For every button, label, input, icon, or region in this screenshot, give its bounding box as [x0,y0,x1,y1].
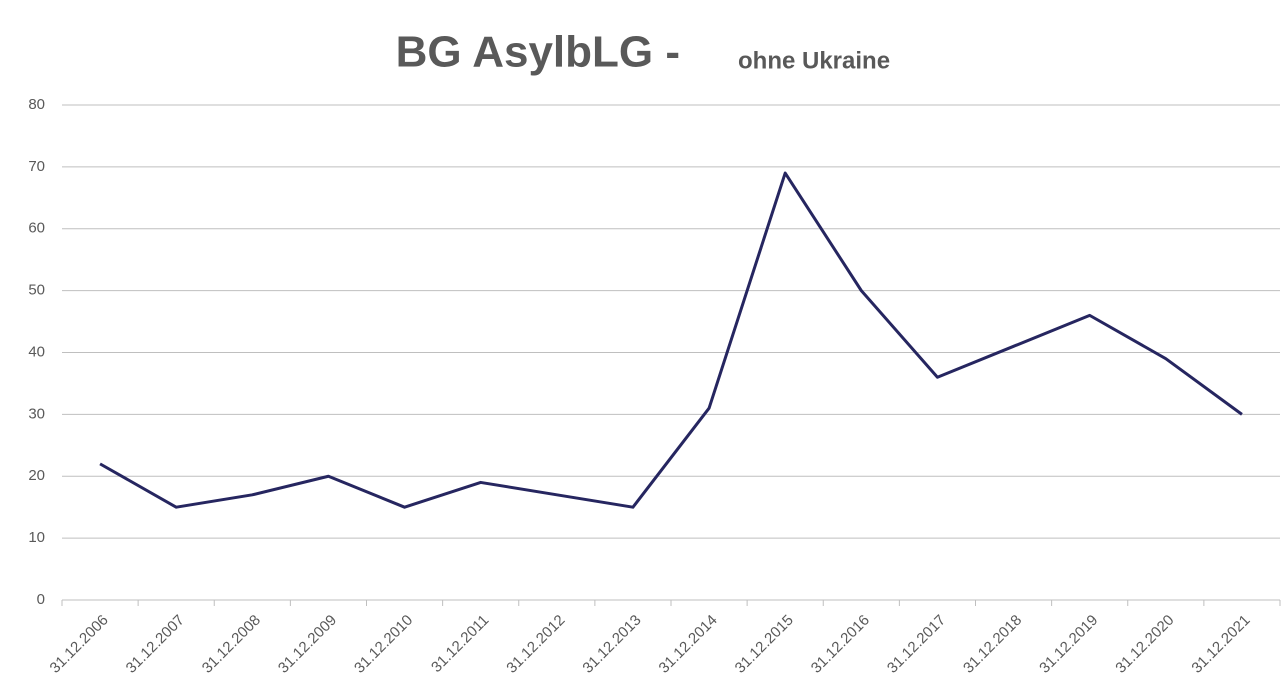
y-tick-label: 80 [28,96,45,113]
x-tick-label: 31.12.2011 [428,612,492,676]
x-tick-label: 31.12.2021 [1188,612,1253,677]
y-tick-label: 10 [28,529,45,546]
x-tick-label: 31.12.2020 [1112,612,1177,677]
x-tick-label: 31.12.2006 [47,612,112,677]
x-tick-label: 31.12.2014 [656,612,721,677]
chart-subtitle: ohne Ukraine [738,47,890,74]
x-tick-label: 31.12.2019 [1036,612,1101,677]
y-tick-label: 50 [28,282,45,299]
data-line [99,171,1243,509]
x-tick-label: 31.12.2009 [275,612,340,677]
x-tick-label: 31.12.2018 [960,612,1025,677]
x-tick-label: 31.12.2008 [199,612,264,677]
x-tick-label: 31.12.2013 [579,612,644,677]
chart-title: BG AsylbLG - [396,28,680,77]
y-tick-label: 70 [28,158,45,175]
x-tick-label: 31.12.2016 [808,612,873,677]
y-tick-label: 20 [28,467,45,484]
y-tick-label: 0 [37,591,45,608]
x-tick-label: 31.12.2007 [123,612,188,677]
y-tick-label: 60 [28,220,45,237]
x-tick-label: 31.12.2017 [884,612,949,677]
y-tick-label: 30 [28,405,45,422]
x-tick-label: 31.12.2010 [351,612,416,677]
y-tick-label: 40 [28,343,45,360]
x-tick-label: 31.12.2015 [732,612,797,677]
x-tick-label: 31.12.2012 [503,612,568,677]
